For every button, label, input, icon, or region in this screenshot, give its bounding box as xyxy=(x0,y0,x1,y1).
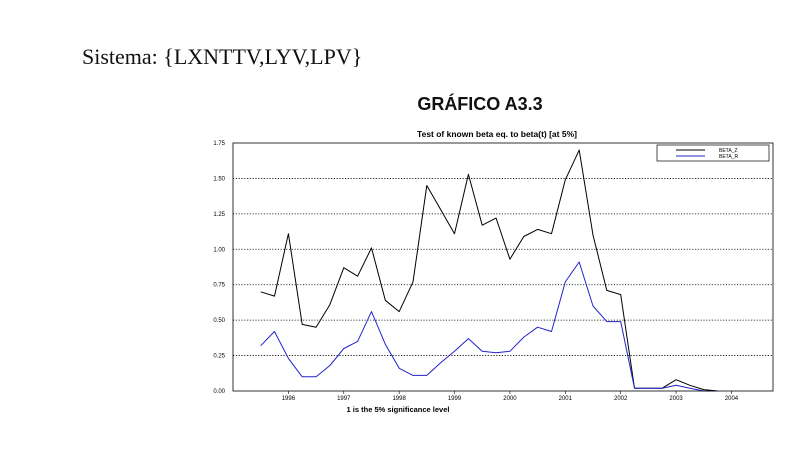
legend-box xyxy=(656,144,770,162)
y-tick-label: 0.25 xyxy=(213,354,225,360)
x-axis-ticks: 1996 1997 1998 1999 2000 2001 2002 2003 2004 xyxy=(282,391,739,402)
legend-label: BETA_Z xyxy=(719,148,738,154)
x-axis-label: 1 is the 5% significance level xyxy=(347,405,450,414)
y-tick-label: 0.00 xyxy=(213,389,225,395)
y-tick-label: 0.50 xyxy=(213,318,225,324)
y-tick-label: 1.25 xyxy=(213,212,225,218)
x-tick-label: 2002 xyxy=(614,396,628,402)
x-tick-label: 1998 xyxy=(392,396,406,402)
legend-label: BETA_R xyxy=(719,154,738,160)
figure-heading: GRÁFICO A3.3 xyxy=(417,94,543,114)
series-line-beta-r xyxy=(260,261,718,392)
series-lines xyxy=(260,149,718,392)
series-line-beta-z xyxy=(260,149,718,392)
x-tick-label: 1996 xyxy=(282,396,296,402)
x-tick-label: 2003 xyxy=(669,396,683,402)
system-label: Sistema: {LXNTTV,LYV,LPV} xyxy=(82,44,363,69)
y-tick-label: 1.75 xyxy=(213,141,225,147)
chart-title: Test of known beta eq. to beta(t) [at 5%… xyxy=(417,129,577,139)
y-tick-label: 1.00 xyxy=(213,247,225,253)
y-tick-label: 1.50 xyxy=(213,176,225,182)
grid-lines xyxy=(233,178,773,356)
y-tick-label: 0.75 xyxy=(213,283,225,289)
y-axis-ticks: 0.00 0.25 0.50 0.75 1.00 1.25 1.50 1.75 xyxy=(213,141,225,395)
plot-frame xyxy=(232,142,774,392)
x-tick-label: 2001 xyxy=(559,396,573,402)
x-tick-label: 1997 xyxy=(337,396,351,402)
x-tick-label: 1999 xyxy=(448,396,462,402)
x-tick-label: 2000 xyxy=(503,396,517,402)
x-tick-label: 2004 xyxy=(725,396,739,402)
